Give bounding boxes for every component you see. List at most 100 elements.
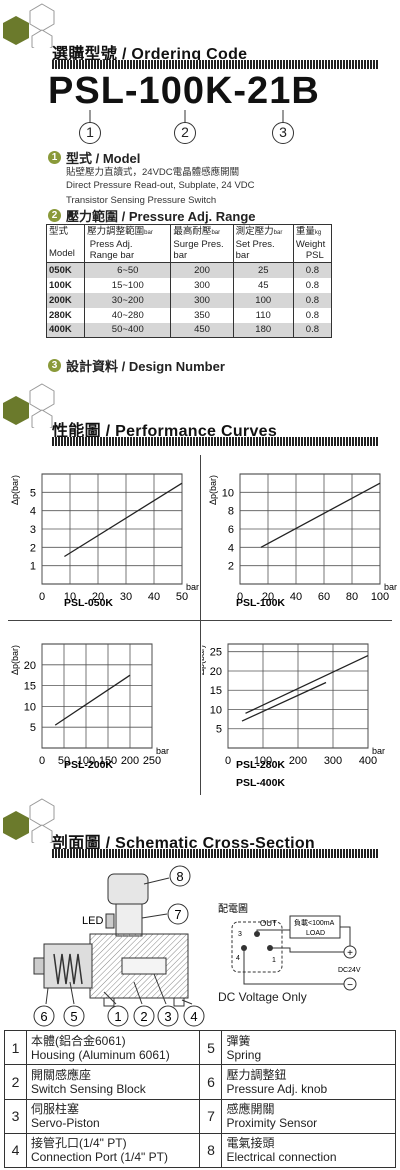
leader-2 — [133, 981, 143, 1005]
load-label: 負載<100mA — [294, 918, 335, 927]
hexagon-ornament — [3, 798, 55, 843]
y-tick-label: 2 — [30, 542, 36, 554]
model-line-2: Direct Pressure Read-out, Subplate, 24 V… — [66, 180, 255, 191]
part-name: 壓力調整鈕 Pressure Adj. knob — [221, 1064, 396, 1100]
out-label: OUT — [260, 919, 277, 928]
pin-1: 1 — [272, 957, 276, 964]
y-tick-label: 10 — [222, 487, 234, 499]
table-row: 2 開關感應座 Switch Sensing Block 6 壓力調整鈕 Pressure… — [4, 1064, 396, 1100]
part-name-en: Housing (Aluminum 6061) — [30, 1047, 170, 1062]
leader-1 — [103, 991, 117, 1005]
x-tick-label: 20 — [92, 591, 104, 603]
table-row: 050K 6~50 200 25 0.8 — [45, 262, 333, 278]
table-row: 4 接管孔口(1/4" PT) Connection Port (1/4" PT) 8… — [4, 1132, 396, 1169]
cell-surge: 200 — [170, 262, 234, 278]
col-range: 壓力調整範圍bar Press Adj. Range bar — [84, 224, 172, 263]
x-tick-label: 40 — [290, 591, 302, 603]
cell-set: 25 — [232, 262, 294, 278]
y-axis-label: Δp(bar) — [208, 475, 218, 505]
chart-title: PSL-280K — [236, 759, 285, 771]
plus-terminal — [343, 945, 357, 959]
y-tick-label: 5 — [30, 487, 36, 499]
model-line-1: 貼壁壓力直讀式，24VDC電晶體感應開關 — [66, 167, 240, 178]
x-tick-label: 50 — [176, 591, 188, 603]
x-tick-label: 200 — [289, 755, 307, 767]
table-row: 400K 50~400 450 180 0.8 — [45, 322, 333, 338]
cell-weight: 0.8 — [292, 277, 333, 293]
minus-sign: − — [347, 980, 353, 991]
proximity-sensor — [115, 903, 143, 937]
servo-piston — [121, 957, 167, 975]
chart-title-2: PSL-400K — [236, 777, 285, 789]
model-code: PSL-100K-21B — [48, 70, 320, 112]
y-tick-label: 3 — [30, 524, 36, 536]
part-number: 6 — [199, 1064, 223, 1100]
leader-8 — [143, 877, 170, 885]
x-tick-label: 80 — [346, 591, 358, 603]
hexagon-ornament — [3, 3, 55, 48]
title-underline — [52, 60, 378, 69]
part-name-zh: 壓力調整鈕 — [226, 1067, 287, 1082]
chart-psl-100k: 0 20 40 60 80 100 2 4 6 8 10 Δp(bar) bar PSL-100K — [208, 473, 397, 609]
cross-section-drawing: 8 7 6 5 1 2 3 4 LED — [33, 865, 205, 1027]
table-row: 200K 30~200 300 100 0.8 — [45, 292, 333, 308]
design-bullet: 3 — [48, 359, 61, 372]
x-tick-label: 0 — [39, 591, 45, 603]
part-name-en: Electrical connection — [226, 1150, 337, 1165]
led-indicator — [105, 913, 115, 929]
part-number: 2 — [4, 1064, 27, 1100]
pin-4: 4 — [236, 955, 240, 962]
part-number: 5 — [199, 1029, 223, 1066]
chart-psl-200k: 0 50 100 150 200 250 5 10 15 20 Δp(bar) bar PSL-200K — [10, 643, 169, 771]
code-marker-2: 2 — [174, 122, 196, 144]
part-number: 4 — [4, 1132, 27, 1169]
cell-surge: 300 — [170, 292, 234, 308]
performance-title: 性能圖 / Performance Curves — [52, 423, 278, 440]
col-surge: 最高耐壓bar Surge Pres. bar — [170, 224, 234, 263]
col-weight: 重量kg Weight PSL — [292, 224, 333, 263]
part-name-en: Proximity Sensor — [226, 1116, 318, 1131]
y-tick-label: 10 — [210, 704, 222, 716]
y-tick-label: 15 — [210, 685, 222, 697]
cell-model: 200K — [45, 292, 86, 308]
schematic-title: 剖面圖 / Schematic Cross-Section — [52, 835, 315, 852]
series-line — [64, 482, 183, 558]
y-tick-label: 25 — [210, 647, 222, 659]
dc-caption: DC Voltage Only — [218, 990, 307, 1004]
x-tick-label: 200 — [121, 755, 139, 767]
series-line — [245, 654, 369, 714]
cell-weight: 0.8 — [292, 322, 333, 338]
y-tick-label: 20 — [210, 666, 222, 678]
y-tick-label: 20 — [24, 660, 36, 672]
x-tick-label: 10 — [64, 591, 76, 603]
cell-weight: 0.8 — [292, 262, 333, 278]
callout-1: 1 — [114, 1009, 121, 1024]
x-tick-label: 100 — [254, 755, 272, 767]
part-name-en: Spring — [226, 1047, 262, 1062]
y-axis-label: Δp(bar) — [10, 645, 20, 675]
cell-model: 400K — [45, 322, 86, 338]
x-axis-label: bar — [156, 746, 169, 756]
cell-surge: 350 — [170, 307, 234, 323]
part-number: 3 — [4, 1098, 27, 1134]
x-tick-label: 100 — [77, 755, 95, 767]
x-tick-label: 0 — [39, 755, 45, 767]
cell-model: 050K — [45, 262, 86, 278]
callout-3: 3 — [164, 1009, 171, 1024]
part-name-zh: 開關感應座 — [30, 1067, 91, 1082]
part-name-zh: 伺服柱塞 — [30, 1102, 79, 1117]
chart-psl-050k: 0 10 20 30 40 50 1 2 3 4 5 Δp(bar) bar PSL-050K — [10, 473, 199, 609]
y-tick-label: 2 — [228, 561, 234, 573]
x-tick-label: 400 — [359, 755, 377, 767]
chart-title: PSL-100K — [236, 597, 285, 609]
connection-port — [103, 997, 115, 1007]
load-label-en: LOAD — [306, 930, 325, 937]
chart-divider-v — [200, 455, 201, 795]
x-tick-label: 150 — [99, 755, 117, 767]
title-underline — [52, 849, 378, 858]
chart-title: PSL-050K — [64, 597, 113, 609]
y-tick-label: 5 — [216, 724, 222, 736]
table-row: 280K 40~280 350 110 0.8 — [45, 307, 333, 323]
leader-5 — [69, 981, 75, 1005]
part-name-zh: 彈簧 — [226, 1033, 251, 1048]
